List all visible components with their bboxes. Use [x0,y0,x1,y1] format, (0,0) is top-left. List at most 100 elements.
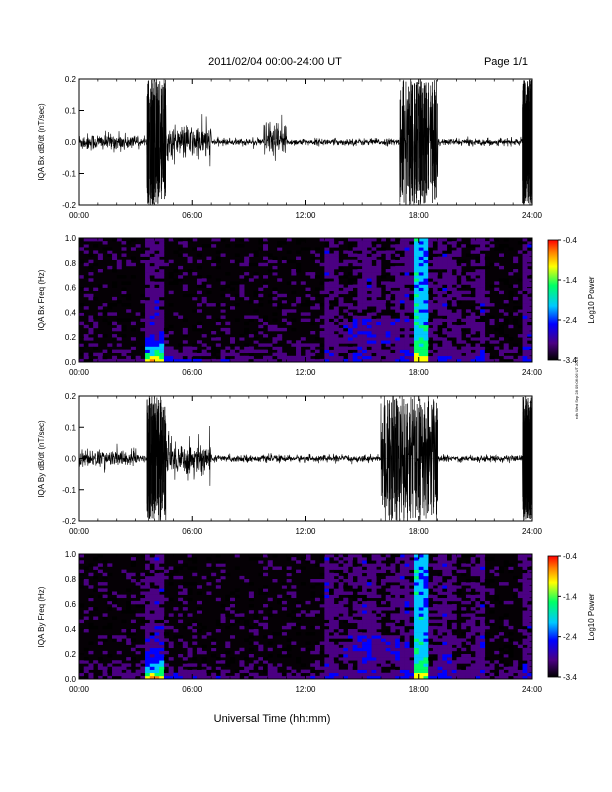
bx-spectrogram-cell [178,247,184,251]
by-spectrogram-cell [310,650,316,655]
by-spectrogram-cell [390,616,396,620]
by-spectrogram-cell [381,647,387,652]
bx-spectrogram-cell [432,355,438,360]
bx-spectrogram-ytick-label: 0.8 [65,259,77,268]
by-spectrogram-cell [145,644,151,649]
by-spectrogram-cell [385,591,391,595]
by-spectrogram-cell [527,654,533,658]
by-spectrogram-cell [475,625,481,630]
bx-spectrogram-cell [428,306,434,310]
bx-spectrogram-cell [385,343,391,347]
by-spectrogram-cell [366,591,372,595]
bx-spectrogram-cell [480,312,486,316]
by-spectrogram-cell [385,607,391,611]
by-spectrogram-cell [414,585,420,589]
by-spectrogram-cell [399,657,405,661]
by-spectrogram-cell [112,635,118,639]
bx-spectrogram-cell [149,284,155,288]
bx-spectrogram-cell [329,281,335,285]
bx-spectrogram-cell [451,324,457,329]
by-spectrogram-cell [333,675,339,680]
bx-spectrogram-cell [324,247,330,251]
bx-spectrogram-cell [107,303,113,307]
by-spectrogram-cell [187,654,193,658]
by-spectrogram-cell [347,632,353,636]
by-spectrogram-cell [390,604,396,608]
by-spectrogram-cell [428,666,434,670]
bx-spectrogram-cell [475,318,481,322]
bx-spectrogram-cell [527,244,533,248]
bx-spectrogram-cell [329,284,335,288]
bx-spectrogram-cell [333,306,339,310]
by-spectrogram-cell [333,619,339,624]
bx-spectrogram-cell [329,287,335,291]
bx-spectrogram-cell [347,238,353,242]
by-spectrogram-cell [465,588,471,592]
by-spectrogram-cell [230,635,236,639]
bx-spectrogram-cell [253,309,259,313]
bx-dbdt-xtick-label: 12:00 [295,211,316,220]
by-spectrogram-cell [352,582,358,586]
bx-spectrogram-cell [83,293,89,298]
bx-spectrogram-cell [508,337,514,341]
by-spectrogram-cell [329,604,335,608]
bx-spectrogram-cell [470,340,476,344]
by-spectrogram-cell [484,600,490,605]
by-spectrogram-cell [432,557,438,561]
bx-spectrogram-cell [178,352,184,357]
by-spectrogram-cell [248,675,254,680]
bx-spectrogram-cell [395,321,401,326]
bx-spectrogram-cell [465,253,471,257]
bx-spectrogram-cell [456,358,462,363]
bx-spectrogram-cell [498,265,504,270]
by-spectrogram-cell [83,610,89,614]
by-spectrogram-cell [154,597,160,602]
by-spectrogram-cell [178,669,184,674]
bx-spectrogram-cell [423,241,429,245]
bx-spectrogram-cell [418,290,424,295]
by-spectrogram-cell [494,572,500,577]
by-spectrogram-cell [145,641,151,645]
by-spectrogram-cell [291,675,297,680]
bx-spectrogram-cell [338,296,344,301]
bx-freq-ylabel: IQA Bx Freq (Hz) [37,269,46,330]
bx-spectrogram-cell [88,352,94,357]
by-spectrogram-cell [333,563,339,567]
bx-spectrogram-cell [480,331,486,335]
bx-spectrogram-cell [451,300,457,304]
bx-spectrogram-cell [376,253,382,257]
by-spectrogram-cell [508,647,514,652]
by-spectrogram-cell [522,669,528,674]
by-spectrogram-cell [263,675,269,680]
bx-spectrogram-cell [498,349,504,353]
bx-spectrogram-cell [329,265,335,270]
by-spectrogram-cell [338,585,344,589]
by-spectrogram-cell [88,622,94,627]
by-spectrogram-cell [390,635,396,639]
bx-spectrogram-cell [149,349,155,353]
bx-spectrogram-cell [513,256,519,260]
by-spectrogram-cell [159,654,165,658]
by-spectrogram-cell [456,588,462,592]
bx-spectrogram-cell [527,284,533,288]
bx-spectrogram-cell [484,293,490,298]
by-spectrogram-cell [220,560,226,564]
bx-spectrogram-cell [206,315,212,319]
bx-spectrogram-cell [215,238,221,242]
by-spectrogram-cell [381,660,387,664]
by-spectrogram-cell [432,654,438,658]
bx-spectrogram-cell [263,262,269,267]
bx-spectrogram-cell [324,262,330,267]
bx-spectrogram-cell [97,238,103,242]
by-spectrogram-cell [263,585,269,589]
bx-spectrogram-cell [244,262,250,267]
bx-spectrogram-cell [456,293,462,298]
bx-spectrogram-cell [371,324,377,329]
by-spectrogram-cell [432,641,438,645]
by-spectrogram-cell [88,641,94,645]
bx-spectrogram-cell [371,340,377,344]
bx-spectrogram-cell [414,259,420,264]
bx-spectrogram-cell [154,247,160,251]
bx-spectrogram-cell [456,355,462,360]
bx-spectrogram-cell [168,303,174,307]
